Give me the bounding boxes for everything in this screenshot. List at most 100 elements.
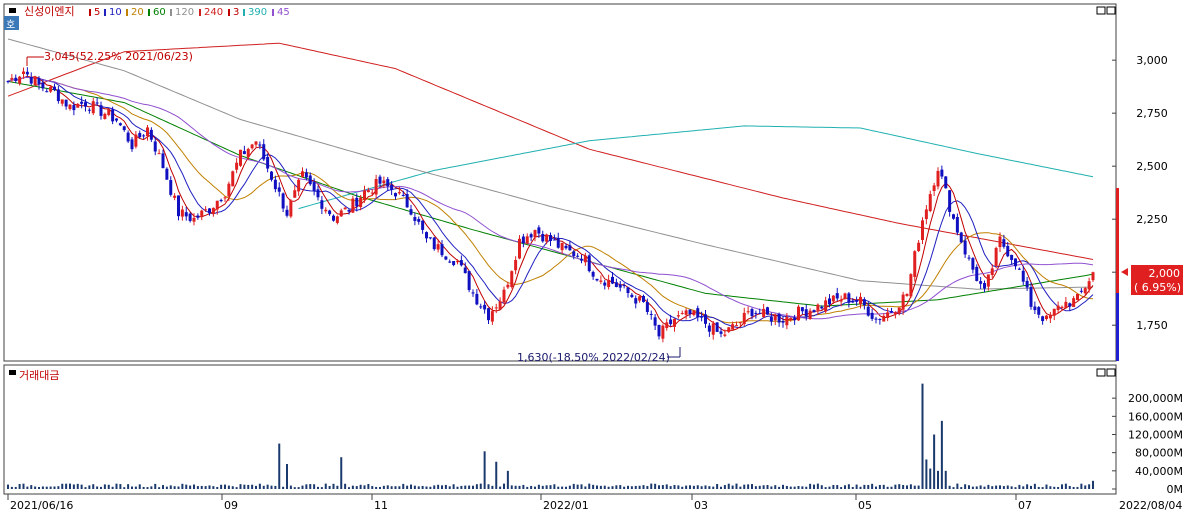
candle-body bbox=[324, 209, 328, 212]
candle-body bbox=[452, 261, 456, 266]
volume-bar bbox=[503, 483, 505, 489]
volume-bar bbox=[220, 484, 223, 489]
volume-bar bbox=[134, 486, 137, 489]
candle-body bbox=[820, 306, 824, 309]
candle-body bbox=[967, 257, 971, 259]
volume-bar bbox=[76, 483, 79, 489]
volume-tick-label-40000: 40,000M bbox=[1135, 465, 1183, 478]
volume-bar bbox=[510, 485, 513, 489]
volume-bar bbox=[975, 486, 978, 489]
candle-body bbox=[1048, 315, 1052, 319]
badge[interactable] bbox=[4, 16, 19, 30]
close-volume-button[interactable] bbox=[1106, 368, 1116, 377]
volume-bar bbox=[142, 486, 145, 489]
volume-bar bbox=[917, 485, 920, 489]
candle-body bbox=[727, 327, 731, 332]
candle-body bbox=[994, 247, 998, 266]
volume-bar bbox=[193, 484, 195, 489]
volume-bar bbox=[894, 484, 897, 489]
volume-bar bbox=[189, 485, 192, 489]
volume-bar bbox=[247, 484, 250, 489]
candle-body bbox=[955, 217, 959, 233]
candle-body bbox=[583, 255, 587, 263]
candle-body bbox=[405, 194, 409, 208]
volume-bar bbox=[704, 485, 707, 489]
volume-bar bbox=[1057, 486, 1060, 489]
volume-bar bbox=[576, 484, 579, 489]
legend-label-10: 10 bbox=[109, 7, 122, 18]
volume-bar bbox=[785, 485, 788, 489]
candle-body bbox=[944, 176, 948, 189]
candle-body bbox=[704, 314, 707, 324]
candle-body bbox=[634, 298, 638, 304]
volume-bar bbox=[820, 485, 823, 489]
candle-body bbox=[490, 311, 494, 322]
volume-bar bbox=[816, 483, 819, 489]
volume-bar bbox=[208, 485, 211, 489]
candle-body bbox=[773, 315, 777, 321]
candle-body bbox=[262, 144, 266, 160]
volume-bar bbox=[231, 486, 234, 489]
candle-body bbox=[521, 236, 525, 243]
candle-body bbox=[270, 171, 273, 180]
x-label-4: 03 bbox=[694, 499, 708, 512]
candle-body bbox=[169, 180, 173, 195]
volume-bar bbox=[948, 485, 951, 489]
expand-volume-button[interactable] bbox=[1096, 368, 1106, 377]
legend-swatch-45 bbox=[272, 9, 274, 16]
volume-bar bbox=[26, 486, 29, 489]
candle-body bbox=[250, 144, 254, 149]
candle-body bbox=[285, 209, 289, 216]
volume-bar bbox=[506, 470, 509, 489]
volume-bar bbox=[173, 486, 176, 489]
volume-bar bbox=[968, 485, 970, 489]
candle-body bbox=[932, 185, 936, 191]
candle-body bbox=[312, 182, 316, 191]
candle-body bbox=[587, 255, 591, 272]
candle-body bbox=[76, 103, 80, 108]
volume-bar bbox=[572, 483, 575, 489]
x-label-6: 07 bbox=[1018, 499, 1032, 512]
candle-body bbox=[525, 236, 529, 244]
candle-body bbox=[564, 245, 568, 249]
candle-body bbox=[177, 195, 180, 217]
ma-line-60 bbox=[7, 80, 1094, 307]
volume-bar bbox=[851, 486, 854, 489]
expand-price-button[interactable] bbox=[1096, 6, 1106, 15]
candle-body bbox=[626, 287, 630, 294]
volume-bar bbox=[235, 487, 238, 489]
volume-bar bbox=[131, 486, 133, 489]
volume-bar bbox=[61, 483, 64, 489]
volume-bar bbox=[971, 486, 974, 489]
candle-body bbox=[87, 109, 91, 111]
ma-line-390 bbox=[298, 125, 1094, 210]
candles bbox=[6, 67, 1095, 343]
x-label-5: 05 bbox=[858, 499, 872, 512]
candle-body bbox=[591, 271, 595, 277]
candle-body bbox=[552, 239, 556, 241]
candle-body bbox=[204, 209, 208, 211]
close-price-button[interactable] bbox=[1106, 6, 1116, 15]
candle-body bbox=[111, 109, 115, 122]
candle-body bbox=[645, 302, 649, 312]
volume-bar bbox=[340, 457, 343, 489]
candle-body bbox=[533, 230, 537, 238]
volume-bar bbox=[882, 484, 885, 489]
candle-body bbox=[642, 296, 645, 302]
volume-bar bbox=[979, 485, 982, 489]
volume-bar bbox=[286, 464, 288, 489]
volume-bar bbox=[995, 485, 998, 489]
volume-bar bbox=[379, 486, 381, 489]
candle-body bbox=[843, 293, 847, 299]
candle-body bbox=[518, 238, 521, 259]
volume-bar bbox=[499, 486, 502, 489]
volume-bar bbox=[320, 487, 323, 489]
volume-bar bbox=[30, 485, 33, 489]
volume-bar bbox=[41, 486, 44, 489]
candle-body bbox=[146, 127, 149, 137]
candle-body bbox=[487, 308, 490, 321]
volume-bar bbox=[437, 484, 440, 489]
candle-body bbox=[304, 172, 308, 178]
candle-body bbox=[475, 293, 479, 305]
ma-line-240 bbox=[7, 42, 1094, 260]
